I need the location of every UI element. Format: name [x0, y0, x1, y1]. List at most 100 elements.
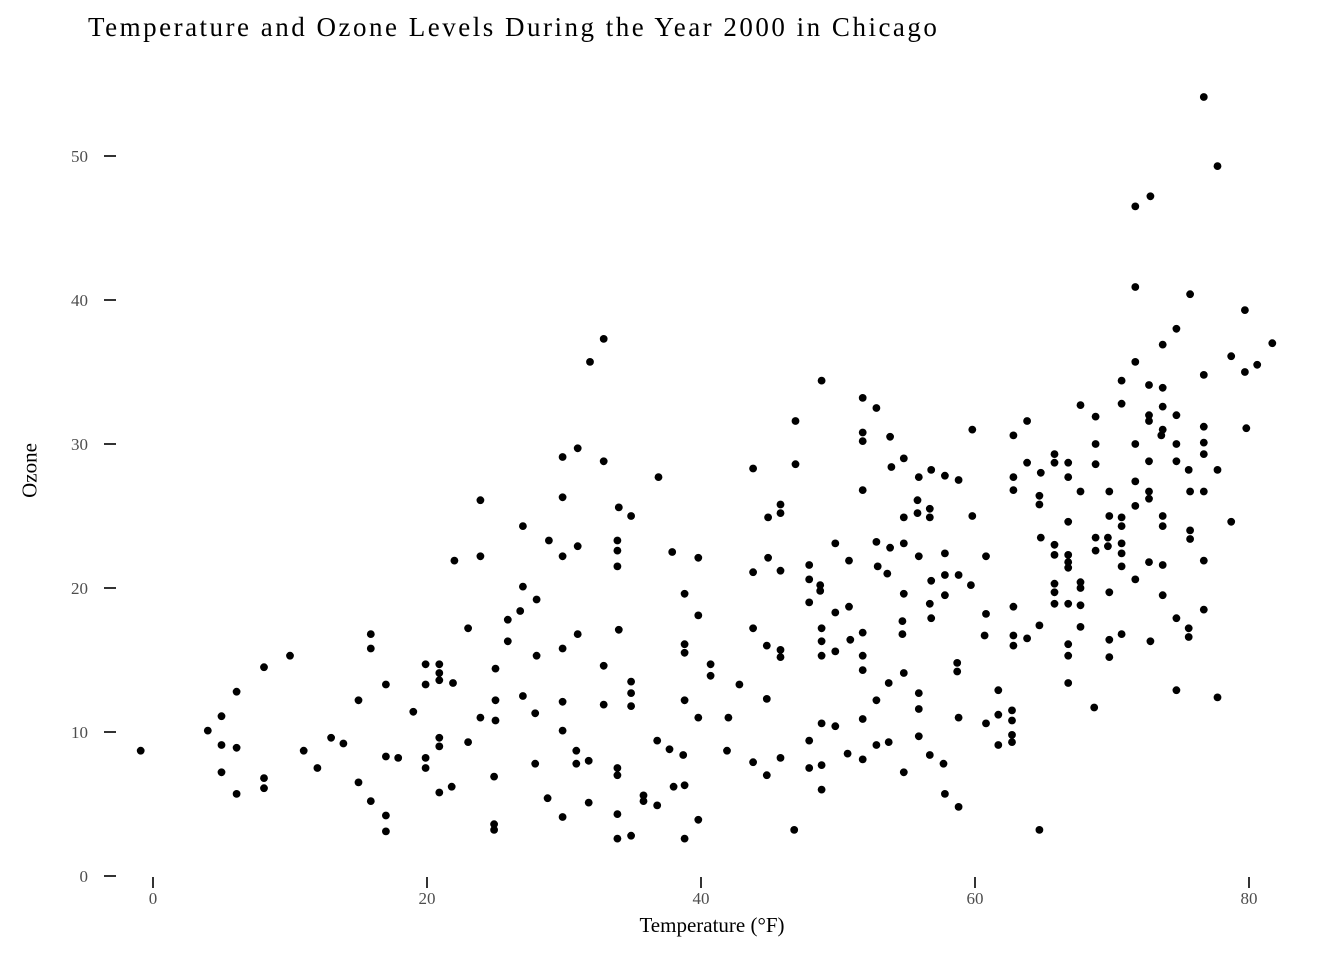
data-point — [1035, 621, 1044, 630]
data-point — [532, 595, 541, 604]
data-point — [791, 417, 800, 425]
data-point — [1158, 402, 1167, 411]
data-point — [1076, 623, 1085, 631]
data-point — [1105, 635, 1114, 644]
data-point — [749, 568, 757, 577]
data-point — [694, 713, 703, 722]
data-point — [858, 428, 867, 437]
data-point — [899, 454, 908, 463]
data-point — [694, 611, 703, 620]
data-point — [1008, 706, 1016, 715]
data-point — [1050, 450, 1059, 458]
data-point — [805, 764, 814, 772]
data-point — [382, 827, 390, 836]
data-point — [1050, 588, 1059, 597]
data-point — [476, 496, 485, 505]
data-point — [776, 646, 785, 654]
data-point — [421, 660, 430, 669]
data-point — [1091, 460, 1100, 469]
data-point — [680, 589, 689, 598]
data-point — [723, 746, 731, 755]
data-point — [980, 631, 989, 640]
data-point — [1009, 631, 1018, 640]
data-point — [435, 788, 444, 797]
data-point — [886, 543, 894, 552]
data-point — [706, 660, 715, 669]
data-point — [941, 549, 949, 558]
data-point — [925, 751, 934, 759]
data-point — [203, 726, 212, 735]
data-point — [627, 512, 635, 520]
data-point — [1184, 624, 1193, 633]
data-point — [1184, 633, 1193, 641]
data-point — [1117, 376, 1126, 385]
data-point — [749, 464, 757, 473]
data-point — [1064, 651, 1073, 660]
data-point — [805, 561, 814, 569]
data-point — [653, 736, 662, 745]
y-axis-title: Ozone — [17, 443, 42, 498]
data-point — [1091, 440, 1100, 448]
data-point — [327, 733, 335, 742]
data-point — [953, 667, 962, 676]
data-point — [1090, 703, 1099, 712]
data-point — [545, 536, 553, 545]
data-point — [476, 552, 485, 561]
data-point — [613, 536, 622, 545]
data-point — [858, 666, 867, 674]
data-point — [982, 610, 990, 618]
data-point — [1076, 578, 1085, 587]
data-point — [490, 820, 498, 829]
data-point — [572, 746, 581, 755]
data-point — [627, 702, 635, 710]
data-point — [1050, 540, 1059, 549]
data-point — [884, 679, 893, 687]
y-axis-tick-label: 40 — [71, 291, 88, 310]
data-point — [586, 358, 594, 366]
data-point — [558, 493, 567, 502]
data-point — [764, 553, 772, 562]
data-point — [941, 790, 949, 798]
data-point — [1105, 487, 1114, 496]
chart-title: Temperature and Ozone Levels During the … — [88, 12, 940, 42]
data-point — [845, 602, 853, 611]
data-point — [858, 755, 867, 764]
x-axis-tick-label: 0 — [149, 889, 158, 908]
data-point — [914, 552, 923, 561]
data-point — [776, 509, 785, 517]
data-point — [1036, 468, 1045, 477]
data-point — [531, 709, 540, 718]
data-point — [1064, 563, 1073, 572]
data-point — [1158, 561, 1167, 569]
data-point — [1145, 487, 1153, 496]
data-point — [366, 630, 375, 638]
data-point — [1199, 487, 1208, 496]
data-point — [831, 608, 840, 617]
data-point — [817, 637, 826, 646]
data-point — [1009, 473, 1018, 481]
data-point — [1213, 693, 1222, 702]
data-point — [382, 680, 390, 689]
data-point — [491, 664, 500, 673]
data-point — [1008, 738, 1016, 746]
data-point — [776, 566, 785, 575]
data-point — [1064, 551, 1073, 559]
x-axis-tick-label: 20 — [419, 889, 436, 908]
data-point — [1064, 458, 1073, 467]
data-point — [1241, 306, 1249, 314]
data-point — [817, 376, 826, 385]
data-point — [260, 784, 268, 793]
data-point — [858, 486, 867, 494]
data-point — [927, 576, 936, 585]
data-point — [558, 644, 567, 653]
data-point — [503, 615, 512, 624]
data-point — [846, 635, 855, 644]
data-point — [805, 575, 814, 584]
data-point — [366, 644, 375, 653]
data-point — [845, 556, 853, 565]
data-point — [1145, 558, 1153, 566]
data-point — [476, 713, 485, 722]
data-point — [994, 686, 1003, 695]
data-point — [941, 571, 949, 579]
data-point — [232, 743, 241, 752]
